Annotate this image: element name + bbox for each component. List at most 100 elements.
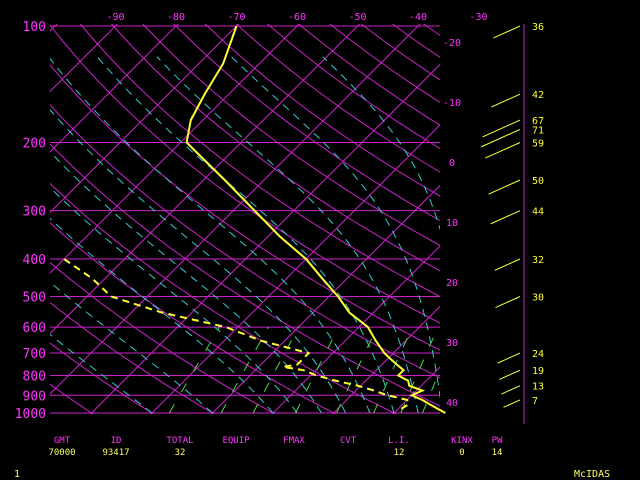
isotherm-line (50, 24, 179, 153)
dry-adiabat-line (50, 342, 155, 414)
dry-adiabat-line (50, 104, 440, 379)
stats-footer: GMT ID TOTAL EQUIP FMAX CVT L.I. KINX PW 70000 934… (48, 436, 503, 458)
mixing-ratio-line (373, 326, 413, 414)
isotherm-line (150, 124, 440, 414)
footer-header-cvt: CVT (340, 436, 357, 446)
wind-speed-label: 67 (532, 116, 544, 127)
mcidas-logo: McIDAS (574, 469, 610, 480)
wind-speed-label: 59 (532, 138, 544, 149)
pressure-tick-label: 200 (23, 136, 46, 151)
dry-adiabat-line (50, 222, 337, 414)
moist-adiabat-line (50, 281, 213, 414)
dry-adiabat-line (266, 24, 440, 150)
footer-header-id: ID (111, 436, 122, 446)
pressure-tick-label: 900 (23, 389, 46, 404)
isotherm-line (271, 245, 440, 414)
moist-adiabat-line (50, 217, 274, 414)
isotherm-line (89, 63, 440, 414)
dry-adiabat-line (463, 8, 640, 421)
dry-adiabat-line (298, 24, 440, 126)
footer-header-pw: PW (492, 436, 503, 446)
wind-speed-label: 24 (532, 349, 544, 360)
wind-barb (482, 119, 521, 138)
top-temp-tick-label: -40 (409, 12, 427, 23)
moist-adiabat-line (50, 109, 347, 414)
wind-barb (491, 93, 521, 108)
grid-clip (0, 8, 640, 421)
wind-barb (488, 179, 521, 195)
isotherm-line (507, 8, 640, 421)
wind-speed-label: 19 (532, 366, 544, 377)
pressure-tick-label: 500 (23, 291, 46, 306)
dry-adiabat-line (142, 24, 440, 247)
wind-barb (497, 352, 521, 364)
temperature-profile-line (185, 25, 446, 414)
footer-value: 0 (459, 448, 464, 458)
dry-adiabat-line (204, 24, 440, 197)
footer-value: 14 (492, 448, 503, 458)
top-temp-tick-label: -70 (227, 12, 245, 23)
right-temp-tick-label: -10 (443, 98, 461, 109)
isotherm-line (628, 8, 640, 421)
dry-adiabat-line (329, 24, 440, 103)
moist-adiabat-line (50, 333, 153, 414)
wind-speed-label: 42 (532, 90, 544, 101)
isotherm-line (392, 366, 440, 414)
wind-speed-label: 71 (532, 125, 544, 136)
mixing-ratio-line (336, 326, 378, 414)
moist-adiabat-line (50, 151, 322, 414)
dry-adiabat-line (50, 301, 216, 414)
dewpoint-profile-line (63, 258, 410, 410)
pressure-tick-label: 300 (23, 205, 46, 220)
right-temp-tick-label: 40 (446, 398, 458, 409)
wind-speed-label: 36 (532, 22, 544, 33)
mixing-ratio-line (220, 326, 269, 414)
mixing-ratio-line (295, 326, 340, 414)
wind-barb (493, 25, 521, 39)
isotherm-line (331, 305, 440, 414)
moist-adiabat-line (322, 56, 440, 231)
footer-value: 70000 (48, 448, 75, 458)
dry-adiabat-line (50, 24, 440, 324)
dry-adiabat-line (50, 261, 276, 414)
top-temp-tick-label: -50 (348, 12, 366, 23)
footer-value: 93417 (102, 448, 129, 458)
footer-header-total: TOTAL (166, 436, 193, 446)
dry-adiabat-line (50, 383, 94, 414)
dry-adiabat-line (79, 24, 440, 298)
moist-adiabat-line (230, 56, 440, 400)
sounding-profiles (63, 25, 446, 414)
footer-header-fmax: FMAX (283, 436, 305, 446)
mixing-ratio-line (400, 326, 439, 414)
footer-value: 12 (394, 448, 405, 458)
grid-lines (0, 8, 640, 421)
dry-adiabat-line (173, 24, 440, 222)
top-temp-tick-label: -90 (106, 12, 124, 23)
right-temp-tick-label: 20 (446, 278, 458, 289)
footer-header-gmt: GMT (54, 436, 71, 446)
footer-header-li: L.I. (388, 436, 410, 446)
dry-adiabat-line (422, 24, 440, 36)
isotherm-line (50, 24, 240, 214)
right-temp-tick-label: -20 (443, 38, 461, 49)
wind-speed-label: 7 (532, 396, 538, 407)
footer-value: 32 (175, 448, 186, 458)
isotherm-line (0, 8, 12, 421)
mixing-ratio-line (252, 326, 300, 414)
right-temp-tick-label: 30 (446, 338, 458, 349)
pressure-tick-label: 600 (23, 321, 46, 336)
footer-header-kinx: KINX (451, 436, 473, 446)
isotherm-line (50, 24, 300, 274)
isotherm-line (50, 24, 421, 395)
pressure-tick-label: 800 (23, 369, 46, 384)
mixing-ratio-line (168, 326, 220, 414)
right-temp-tick-label: 10 (446, 218, 458, 229)
footer-header-equip: EQUIP (222, 436, 250, 446)
wind-speed-label: 30 (532, 293, 544, 304)
wind-barb (494, 258, 521, 271)
pressure-tick-label: 700 (23, 347, 46, 362)
wind-barb (485, 142, 521, 159)
